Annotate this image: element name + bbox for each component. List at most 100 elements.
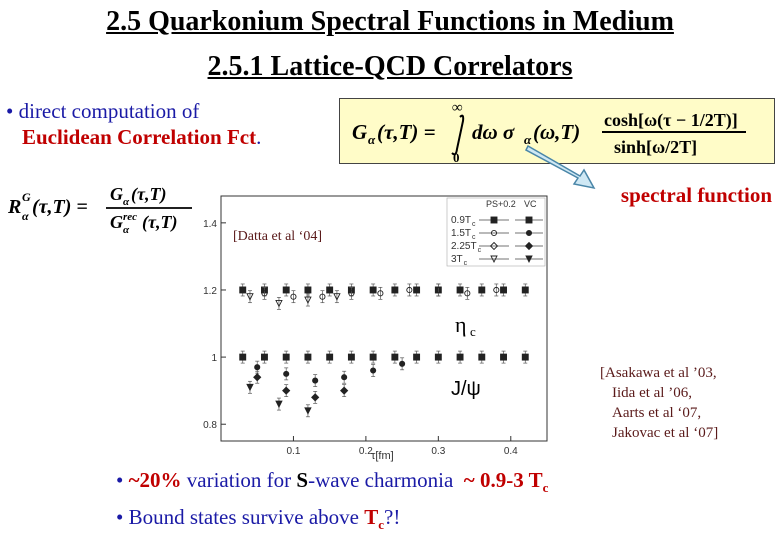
data-point	[490, 216, 498, 224]
data-point	[525, 229, 533, 237]
data-point	[253, 373, 262, 382]
temperature-range: ~ 0.9-3 T	[463, 468, 543, 492]
data-point	[490, 229, 498, 237]
slide-title-line1: 2.5 Quarkonium Spectral Functions in Med…	[106, 6, 674, 37]
data-point	[348, 290, 355, 297]
correlator-ratio-plot: 1.4 1.2 1 0.8 0.1 0.2 0.3 0.4 τ[fm] PS+0.2 VC …	[193, 180, 555, 462]
legend-label: 0.9T	[451, 215, 471, 226]
bullet-text: direct computation of	[13, 99, 200, 123]
data-point	[500, 286, 507, 294]
s-wave-letter: S	[296, 468, 309, 492]
data-point	[399, 360, 406, 367]
citation-asakawa: [Asakawa et al ’03,	[600, 365, 717, 381]
legend-label-sub: c	[478, 247, 482, 254]
bullet-marker-1: •	[116, 468, 124, 492]
formula-denominator: sinh[ω/2T]	[614, 137, 697, 157]
data-point	[413, 353, 421, 361]
ratio-den-args: (τ,T)	[142, 212, 177, 233]
tc-sub: c	[378, 517, 385, 533]
data-point-group	[239, 283, 529, 418]
variation-text: variation for	[181, 468, 297, 492]
data-point	[456, 286, 464, 294]
ratio-formula: R G α (τ,T) = G α (τ,T) G rec α (τ,T)	[7, 184, 192, 236]
citation-aarts: Aarts et al ‘07,	[612, 405, 702, 421]
data-point	[311, 393, 320, 402]
correlator-formula: G α (τ,T) = ∞ 0 dω σ α (ω,T) cosh[ω(τ − …	[352, 100, 746, 165]
euclidean-correlation-text: Euclidean Correlation Fct	[22, 125, 257, 149]
data-point	[282, 353, 290, 361]
legend-label-sub: c	[472, 221, 476, 228]
ratio-lhs-sub: α	[22, 209, 29, 223]
data-point	[434, 353, 442, 361]
data-point	[319, 293, 326, 300]
y-tick-label: 1	[211, 353, 217, 364]
data-point	[369, 286, 377, 294]
eta-c-sub: c	[470, 324, 476, 339]
ratio-lhs-args: (τ,T) =	[32, 196, 88, 218]
data-point	[464, 290, 471, 297]
formula-lhs-sub: α	[368, 132, 376, 147]
plot-legend: PS+0.2 VC 0.9T c1.5T c2.25T c3T c	[446, 197, 546, 267]
tc-letter: T	[364, 505, 379, 529]
data-point	[304, 286, 312, 294]
formula-numerator: cosh[ω(τ − 1/2T)]	[604, 110, 738, 131]
data-point	[478, 353, 486, 361]
data-point	[282, 286, 290, 294]
data-point	[326, 353, 334, 361]
data-point	[304, 296, 312, 305]
data-point	[304, 353, 312, 361]
citation-list: [Asakawa et al ’03, Iida et al ’06, Aart…	[600, 363, 718, 443]
ratio-den-sup: rec	[123, 211, 137, 223]
legend-label-sub: c	[464, 260, 468, 267]
bullet-variation: • ~20% variation for S-wave charmonia ~ …	[116, 468, 548, 496]
formula-integrand-sub: α	[524, 132, 532, 147]
data-point	[521, 353, 529, 361]
formula-integrand-args: (ω,T)	[533, 120, 580, 144]
x-tick-label: 0.2	[359, 446, 373, 457]
data-point	[246, 293, 254, 301]
data-point	[493, 286, 500, 294]
ratio-num-args: (τ,T)	[131, 184, 166, 205]
x-tick-label: 0.1	[286, 446, 300, 457]
spectral-function-label: spectral function	[620, 183, 772, 207]
data-point	[333, 293, 341, 301]
data-point	[370, 367, 377, 374]
citation-jakovac: Jakovac et al ‘07]	[612, 425, 719, 441]
legend-rows: 0.9T c1.5T c2.25T c3T c	[451, 215, 543, 267]
data-point	[304, 407, 312, 415]
data-point	[500, 353, 507, 361]
data-point	[239, 286, 247, 294]
x-tick-group: 0.1 0.2 0.3 0.4	[286, 436, 518, 457]
data-point	[490, 255, 498, 264]
data-point	[283, 370, 290, 377]
bound-states-text: Bound states survive above	[123, 505, 365, 529]
data-point	[341, 374, 348, 381]
bullet-bound-states: • Bound states survive above Tc?!	[116, 505, 400, 533]
data-point	[275, 400, 283, 409]
x-tick-label: 0.3	[431, 446, 445, 457]
data-point	[377, 290, 384, 297]
legend-label: 1.5T	[451, 228, 471, 239]
formula-lhs: G	[352, 120, 367, 144]
y-tick-label: 1.2	[203, 286, 217, 297]
ratio-lhs: R	[7, 196, 21, 218]
correlator-formula-box: G α (τ,T) = ∞ 0 dω σ α (ω,T) cosh[ω(τ − …	[339, 98, 775, 165]
legend-header-ps: PS+0.2	[486, 199, 516, 209]
y-tick-group: 1.4 1.2 1 0.8	[203, 219, 226, 431]
data-point	[246, 383, 254, 392]
data-point	[275, 299, 283, 308]
legend-label-sub: c	[472, 234, 476, 241]
x-axis-label: τ[fm]	[371, 450, 394, 462]
legend-header-vc: VC	[524, 199, 537, 209]
data-point	[521, 286, 529, 294]
data-point	[261, 353, 268, 361]
variation-text-2: -wave charmonia	[308, 468, 454, 492]
data-point	[406, 286, 413, 294]
data-point	[525, 255, 533, 264]
x-tick-label: 0.4	[504, 446, 518, 457]
ratio-den-sub: α	[123, 224, 130, 236]
legend-label: 2.25T	[451, 241, 477, 252]
data-point	[391, 286, 399, 294]
data-point	[290, 293, 297, 300]
data-point	[456, 353, 464, 361]
